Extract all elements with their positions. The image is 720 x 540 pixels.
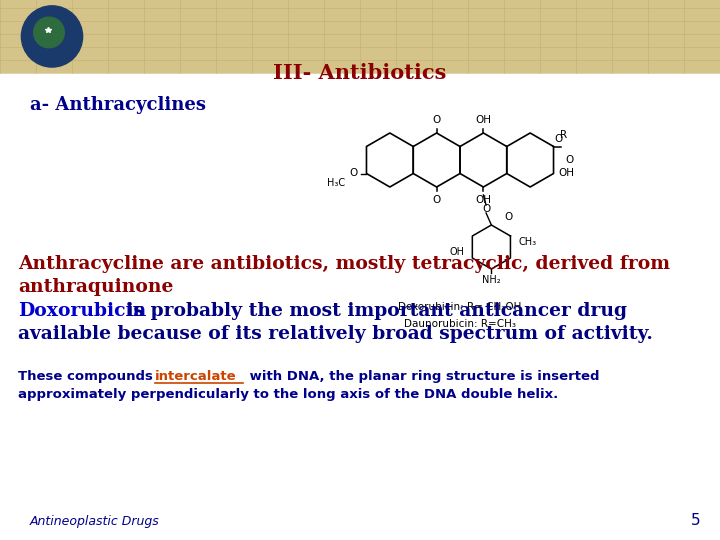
Text: H₃C: H₃C xyxy=(327,178,345,187)
Text: is probably the most important anticancer drug: is probably the most important anticance… xyxy=(120,302,627,320)
Text: Daunorubicin: R=CH₃: Daunorubicin: R=CH₃ xyxy=(404,319,516,329)
Text: anthraquinone: anthraquinone xyxy=(18,278,174,296)
Text: Antineoplastic Drugs: Antineoplastic Drugs xyxy=(30,515,160,528)
Text: O: O xyxy=(433,115,441,125)
Text: O: O xyxy=(350,168,358,179)
Text: O: O xyxy=(505,212,513,222)
Text: These compounds: These compounds xyxy=(18,370,158,383)
Circle shape xyxy=(22,6,83,67)
Text: OH: OH xyxy=(559,168,575,179)
Text: R: R xyxy=(559,131,567,140)
Text: approximately perpendicularly to the long axis of the DNA double helix.: approximately perpendicularly to the lon… xyxy=(18,388,558,401)
Text: NH₂: NH₂ xyxy=(482,275,500,285)
Text: Anthracycline are antibiotics, mostly tetracyclic, derived from: Anthracycline are antibiotics, mostly te… xyxy=(18,255,670,273)
Text: intercalate: intercalate xyxy=(155,370,237,383)
Text: a- Anthracyclines: a- Anthracyclines xyxy=(30,96,206,114)
Text: OH: OH xyxy=(475,115,491,125)
Circle shape xyxy=(34,17,64,48)
Text: OH: OH xyxy=(449,247,464,257)
Text: O: O xyxy=(482,204,490,214)
Text: O: O xyxy=(554,133,562,144)
Text: Doxorubicin: Doxorubicin xyxy=(18,302,146,320)
Text: O: O xyxy=(565,155,573,165)
Text: 5: 5 xyxy=(690,513,700,528)
Text: CH₃: CH₃ xyxy=(518,237,536,247)
Text: III- Antibiotics: III- Antibiotics xyxy=(274,63,446,83)
Bar xyxy=(0,0,720,73)
Text: OH: OH xyxy=(475,195,491,205)
Text: available because of its relatively broad spectrum of activity.: available because of its relatively broa… xyxy=(18,325,653,343)
Text: with DNA, the planar ring structure is inserted: with DNA, the planar ring structure is i… xyxy=(245,370,600,383)
Text: O: O xyxy=(433,195,441,205)
Text: Doxorubicin: R= CH₂OH: Doxorubicin: R= CH₂OH xyxy=(398,302,522,312)
